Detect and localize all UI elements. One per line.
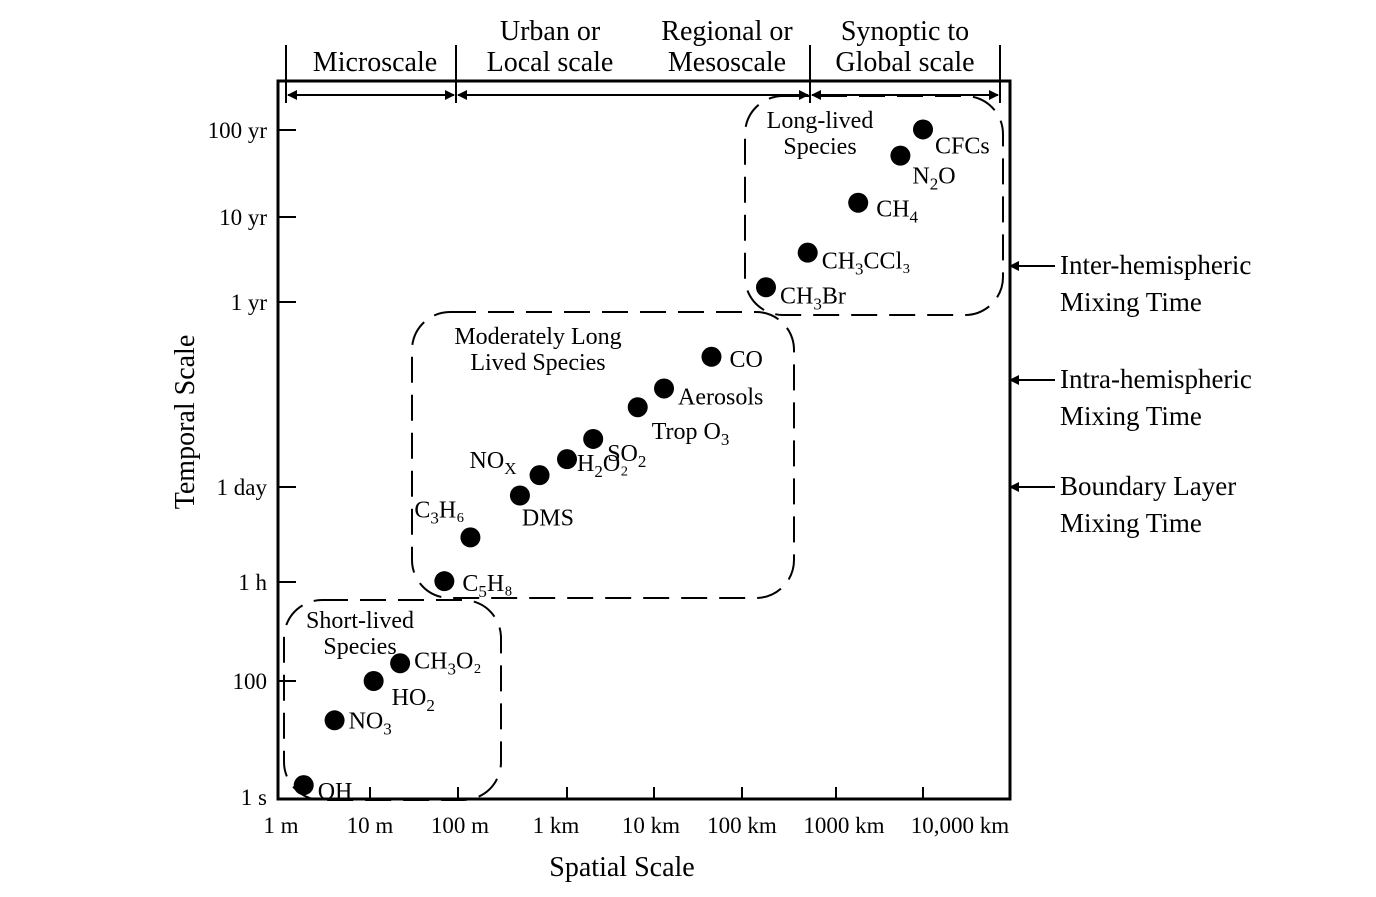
species-point: [654, 378, 675, 399]
species-point: [913, 119, 933, 140]
species-label: CO: [729, 347, 762, 373]
species-label: H2O₂: [577, 451, 629, 481]
mixing-label: Boundary Layer: [1060, 471, 1236, 501]
species-label: CH4: [876, 197, 918, 227]
group-label: Long-lived: [767, 108, 874, 134]
x-tick-label: 100 m: [431, 813, 489, 838]
species-point: [509, 485, 530, 506]
x-tick-label: 1 km: [533, 813, 580, 838]
species-point: [797, 242, 818, 263]
species-label: CFCs: [935, 133, 990, 159]
group-label: Short-lived: [306, 608, 414, 634]
species-label: N2O: [912, 164, 955, 194]
x-tick-label: 100 km: [707, 813, 777, 838]
x-tick-label: 10,000 km: [911, 813, 1010, 838]
species-point: [627, 397, 648, 418]
mixing-label: Mixing Time: [1060, 508, 1202, 538]
group-label: Species: [783, 134, 856, 160]
group-label: Moderately Long: [454, 324, 621, 350]
x-axis-title: Spatial Scale: [549, 852, 694, 883]
x-axis: 1 m 10 m 100 m 1 km 10 km 100 km 1000 km 10,000…: [263, 787, 1009, 838]
species-point: [324, 710, 345, 731]
species-label: CH3Br: [780, 283, 846, 313]
species-point: [890, 145, 911, 166]
species-point: [583, 428, 604, 449]
species-label: DMS: [522, 506, 574, 532]
species-point: [390, 653, 411, 674]
scale-label: Urban or: [500, 16, 601, 47]
x-tick-label: 10 km: [622, 813, 680, 838]
x-tick-label: 1 m: [263, 813, 298, 838]
species-label: NOX: [470, 448, 517, 478]
species-label: HO2: [392, 685, 435, 715]
mixing-label: Mixing Time: [1060, 287, 1202, 317]
y-tick-label: 1 yr: [231, 290, 268, 315]
mixing-time-markers: Inter-hemispheric Mixing Time Intra-hemisp…: [1009, 250, 1252, 538]
y-tick-label: 100: [233, 669, 268, 694]
species-label: C3H₆: [414, 497, 464, 527]
species-point: [557, 449, 577, 470]
species-label: Aerosols: [678, 384, 763, 410]
species-point: [529, 465, 550, 486]
species-label: CH3O₂: [414, 648, 482, 678]
y-tick-label: 1 s: [241, 785, 267, 810]
scale-label: Mesoscale: [668, 47, 786, 78]
y-axis-title: Temporal Scale: [170, 335, 201, 510]
y-tick-label: 1 h: [238, 570, 267, 595]
scale-label: Synoptic to: [841, 16, 969, 47]
species-point: [434, 571, 455, 592]
group-label: Species: [323, 634, 396, 660]
mixing-label: Inter-hemispheric: [1060, 250, 1251, 280]
x-tick-label: 10 m: [347, 813, 394, 838]
mixing-label: Intra-hemispheric: [1060, 364, 1252, 394]
x-tick-label: 1000 km: [803, 813, 884, 838]
species-point: [293, 775, 314, 796]
species-label: Trop O3: [652, 419, 730, 449]
group-box: [744, 95, 1004, 316]
y-tick-label: 100 yr: [208, 118, 268, 143]
species-point: [460, 527, 481, 548]
group-box: [283, 599, 502, 801]
species-label: SO2: [607, 441, 646, 471]
y-tick-label: 10 yr: [219, 205, 267, 230]
y-tick-label: 1 day: [217, 475, 268, 500]
species-label: OH: [318, 779, 353, 805]
species-label: C5H₈: [462, 571, 512, 601]
species-label: NO3: [349, 708, 392, 738]
scale-label: Microscale: [313, 47, 437, 78]
species-label: CH3CCl₃: [822, 249, 911, 279]
scale-label: Local scale: [487, 47, 614, 78]
group-label: Lived Species: [470, 350, 605, 376]
species-point: [755, 277, 776, 298]
y-axis: 1 s 100 1 h 1 day 1 yr 10 yr 100 yr: [208, 118, 296, 810]
species-point: [848, 192, 869, 213]
species-point: [701, 346, 722, 367]
plot-frame: [276, 79, 1012, 801]
scale-label: Global scale: [835, 47, 974, 78]
species-point: [363, 671, 384, 691]
group-box: [411, 311, 795, 599]
mixing-label: Mixing Time: [1060, 401, 1202, 431]
scale-label: Regional or: [661, 16, 793, 47]
